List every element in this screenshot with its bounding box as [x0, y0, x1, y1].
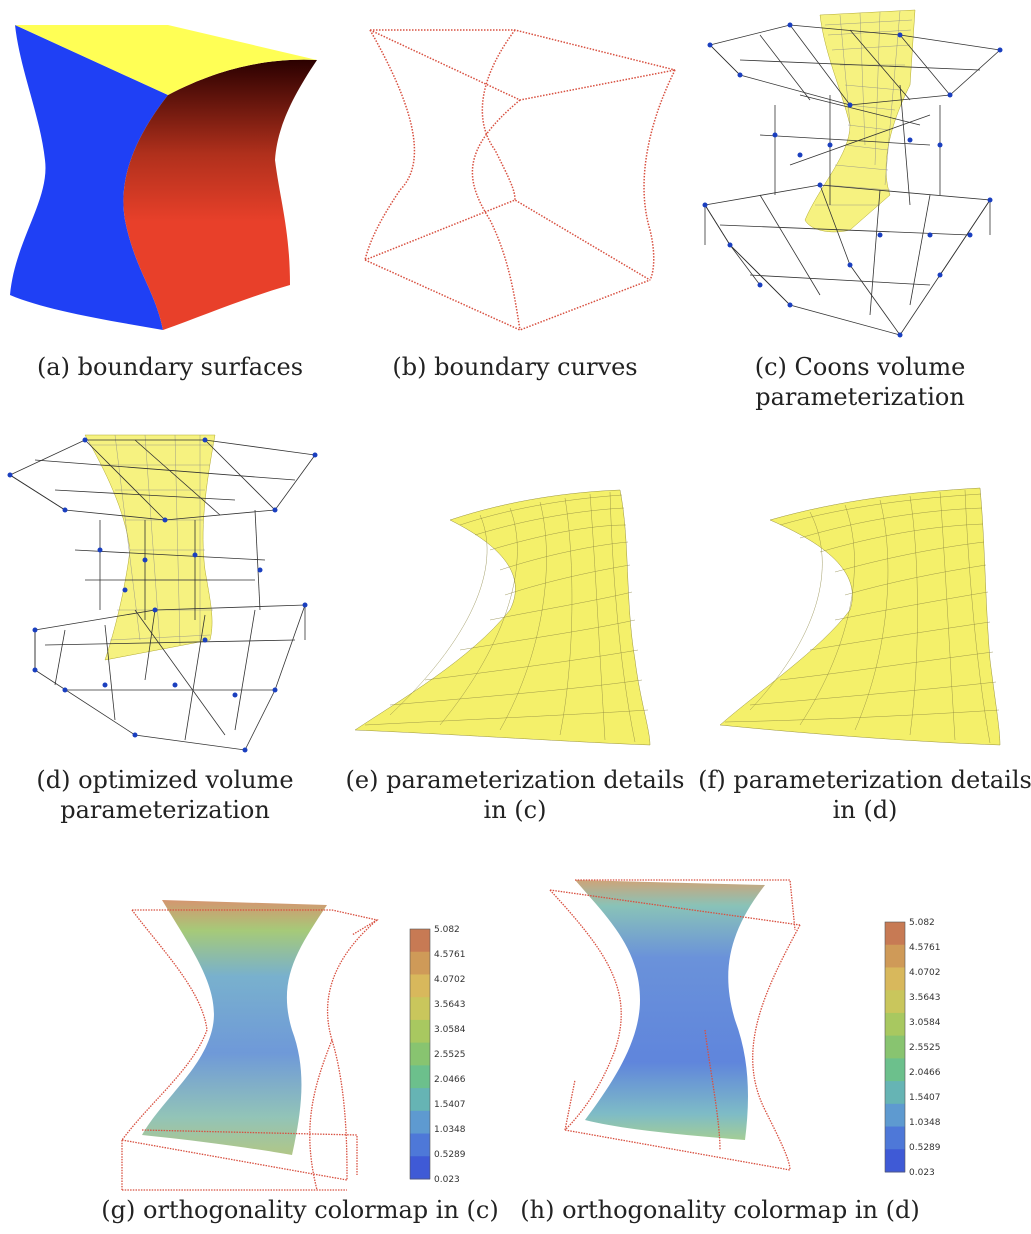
- colorbar-g-swatch: [410, 1042, 430, 1066]
- colorbar-g-swatch: [410, 974, 430, 998]
- colorbar-h-tick-label: 3.0584: [909, 1018, 941, 1028]
- colorbar-g-swatch: [410, 929, 430, 953]
- colorbar-h-swatch: [885, 1149, 905, 1173]
- colorbar-g-swatch: [410, 1156, 430, 1180]
- caption-a-line1: (a) boundary surfaces: [36, 353, 304, 381]
- colorbar-g-swatch: [410, 997, 430, 1021]
- colorbar-h-frame: [884, 921, 906, 1173]
- colorbar-h-tick-label: 0.5289: [909, 1143, 941, 1153]
- colorbar-h-tick-label: 3.5643: [909, 993, 941, 1003]
- boundary-curves-figure: [364, 29, 676, 331]
- surface-e: [354, 489, 651, 746]
- colorbar-g: 5.082 4.5761 4.0702 3.5643 3.0584 2.5525 2.046…: [409, 925, 466, 1185]
- caption-g-line1: (g) orthogonality colormap in (c): [101, 1196, 499, 1224]
- colorbar-h-swatch: [885, 1126, 905, 1150]
- colorbar-g-swatch: [410, 1065, 430, 1089]
- colorbar-g-tick-label: 4.5761: [434, 950, 466, 960]
- colorbar-h-tick-label: 4.0702: [909, 968, 941, 978]
- param-detail-c-figure: [354, 489, 651, 746]
- colorbar-h-tick-label: 4.5761: [909, 943, 941, 953]
- colorbar-h-tick-label: 2.0466: [909, 1068, 941, 1078]
- caption-a: (a) boundary surfaces: [5, 352, 335, 382]
- colorbar-g-swatch: [410, 1110, 430, 1135]
- caption-e-line1: (e) parameterization details: [345, 766, 685, 794]
- colorbar-g-tick-label: 1.5407: [434, 1100, 466, 1110]
- colorbar-g-tick-label: 3.0584: [434, 1025, 466, 1035]
- orthogonality-d-figure: [549, 879, 801, 1171]
- colorbar-g-swatch: [410, 1133, 430, 1157]
- caption-b-line1: (b) boundary curves: [392, 353, 638, 381]
- colorbar-g-swatch: [410, 1019, 430, 1044]
- caption-e-line2: in (c): [483, 796, 547, 824]
- colorbar-h-swatch: [885, 1058, 905, 1082]
- colorbar-h-tick-label: 1.0348: [909, 1118, 941, 1128]
- colorbar-g-tick-label: 1.0348: [434, 1125, 466, 1135]
- colorbar-g-swatch: [410, 951, 430, 975]
- colorbar-g-tick-label: 4.0702: [434, 975, 466, 985]
- colorbar-g-tick-label: 0.5289: [434, 1150, 466, 1160]
- colorbar-h-swatch: [885, 944, 905, 968]
- colorbar-h-swatch: [885, 967, 905, 991]
- colorbar-h-tick-label: 5.082: [909, 918, 935, 928]
- colorbar-g-tick-label: 0.023: [434, 1175, 460, 1185]
- caption-f: (f) parameterization details in (d): [695, 765, 1031, 825]
- caption-b: (b) boundary curves: [350, 352, 680, 382]
- caption-c: (c) Coons volume parameterization: [690, 352, 1030, 412]
- yellow-surface: [15, 25, 317, 95]
- red-surface: [123, 59, 317, 330]
- caption-f-line2: in (d): [832, 796, 898, 824]
- coons-volume-figure: [702, 9, 1003, 338]
- colorbar-h-swatch: [885, 1081, 905, 1105]
- colorbar-h-tick-label: 2.5525: [909, 1043, 941, 1053]
- colorbar-g-swatch: [410, 1088, 430, 1112]
- colorbar-h: 5.082 4.5761 4.0702 3.5643 3.0584 2.5525 2.046…: [884, 918, 941, 1178]
- colorbar-h-swatch: [885, 1012, 905, 1037]
- colorbar-g-tick-label: 2.5525: [434, 1050, 466, 1060]
- colorbar-g-tick-label: 5.082: [434, 925, 460, 935]
- colorbar-h-tick-label: 1.5407: [909, 1093, 941, 1103]
- colorbar-h-swatch: [885, 922, 905, 946]
- colorbar-h-swatch: [885, 990, 905, 1014]
- caption-d: (d) optimized volume parameterization: [0, 765, 330, 825]
- caption-e: (e) parameterization details in (c): [345, 765, 685, 825]
- caption-f-line1: (f) parameterization details: [698, 766, 1031, 794]
- caption-c-line1: (c) Coons volume: [754, 353, 966, 381]
- colorbar-h-swatch: [885, 1103, 905, 1128]
- caption-d-line1: (d) optimized volume: [36, 766, 294, 794]
- caption-g: (g) orthogonality colormap in (c): [100, 1195, 500, 1225]
- colorbar-h-tick-label: 0.023: [909, 1168, 935, 1178]
- caption-h: (h) orthogonality colormap in (d): [520, 1195, 920, 1225]
- colorbar-h-swatch: [885, 1035, 905, 1059]
- boundary-surfaces-figure: [10, 25, 317, 330]
- orthogonality-c-figure: [121, 900, 379, 1191]
- surface-f: [719, 487, 1001, 746]
- caption-c-line2: parameterization: [755, 383, 965, 411]
- caption-d-line2: parameterization: [60, 796, 270, 824]
- colorbar-g-tick-label: 3.5643: [434, 1000, 466, 1010]
- colorbar-g-tick-label: 2.0466: [434, 1075, 466, 1085]
- param-detail-d-figure: [719, 487, 1001, 746]
- colorbar-g-frame: [409, 928, 431, 1180]
- optimized-volume-figure: [7, 434, 318, 753]
- blue-surface: [10, 25, 168, 330]
- caption-h-line1: (h) orthogonality colormap in (d): [520, 1196, 920, 1224]
